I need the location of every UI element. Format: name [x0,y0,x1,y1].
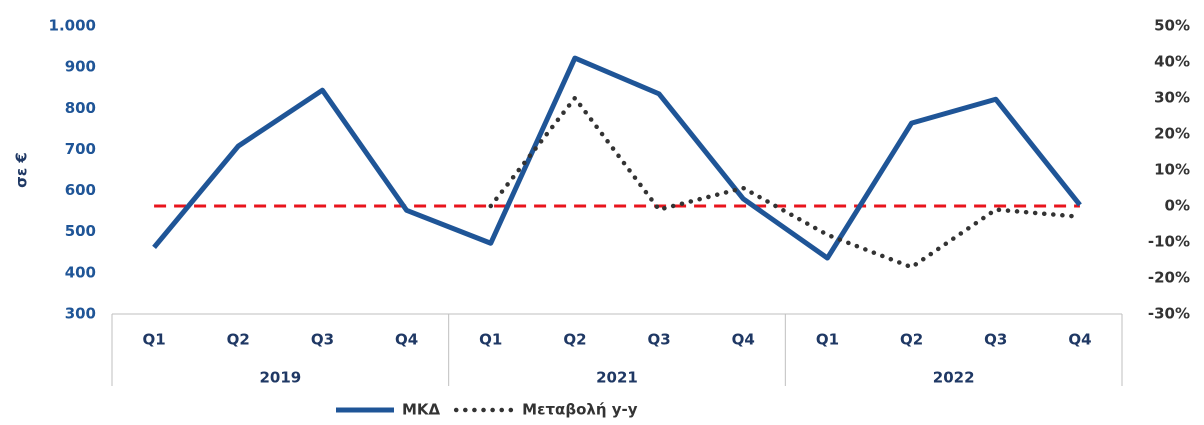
x-tick-label: Q3 [984,331,1007,349]
y2-tick-label: 50% [1154,17,1190,35]
x-tick-label: Q4 [1068,331,1091,349]
y-tick-label: 800 [65,99,96,117]
y-tick-label: 300 [65,305,96,323]
x-tick-label: Q2 [900,331,923,349]
x-tick-label: Q2 [227,331,250,349]
y2-tick-label: 30% [1154,89,1190,107]
y2-tick-label: 20% [1154,125,1190,143]
x-tick-label: Q1 [142,331,165,349]
y2-tick-label: -10% [1148,233,1190,251]
y-axis-label: σε € [13,152,31,188]
y2-tick-label: 10% [1154,161,1190,179]
x-tick-label: Q1 [816,331,839,349]
y-tick-label: 400 [65,263,96,281]
y-tick-label: 700 [65,140,96,158]
y-tick-label: 600 [65,181,96,199]
x-tick-label: Q3 [311,331,334,349]
x-tick-label: Q4 [395,331,418,349]
group-label: 2019 [259,369,301,387]
x-tick-label: Q2 [563,331,586,349]
x-tick-label: Q3 [647,331,670,349]
legend-label: ΜΚΔ [402,401,441,419]
y2-tick-label: -20% [1148,269,1190,287]
series-line [152,55,1082,261]
x-tick-label: Q4 [732,331,755,349]
y-tick-label: 500 [65,222,96,240]
legend-label: Μεταβολή y-y [522,401,638,419]
y2-tick-label: 40% [1154,53,1190,71]
y-tick-label: 900 [65,58,96,76]
group-label: 2022 [933,369,975,387]
group-label: 2021 [596,369,638,387]
y2-tick-label: -30% [1148,305,1190,323]
x-tick-label: Q1 [479,331,502,349]
y-tick-label: 1.000 [49,17,96,35]
series-line [488,94,1083,270]
y2-tick-label: 0% [1165,197,1190,215]
